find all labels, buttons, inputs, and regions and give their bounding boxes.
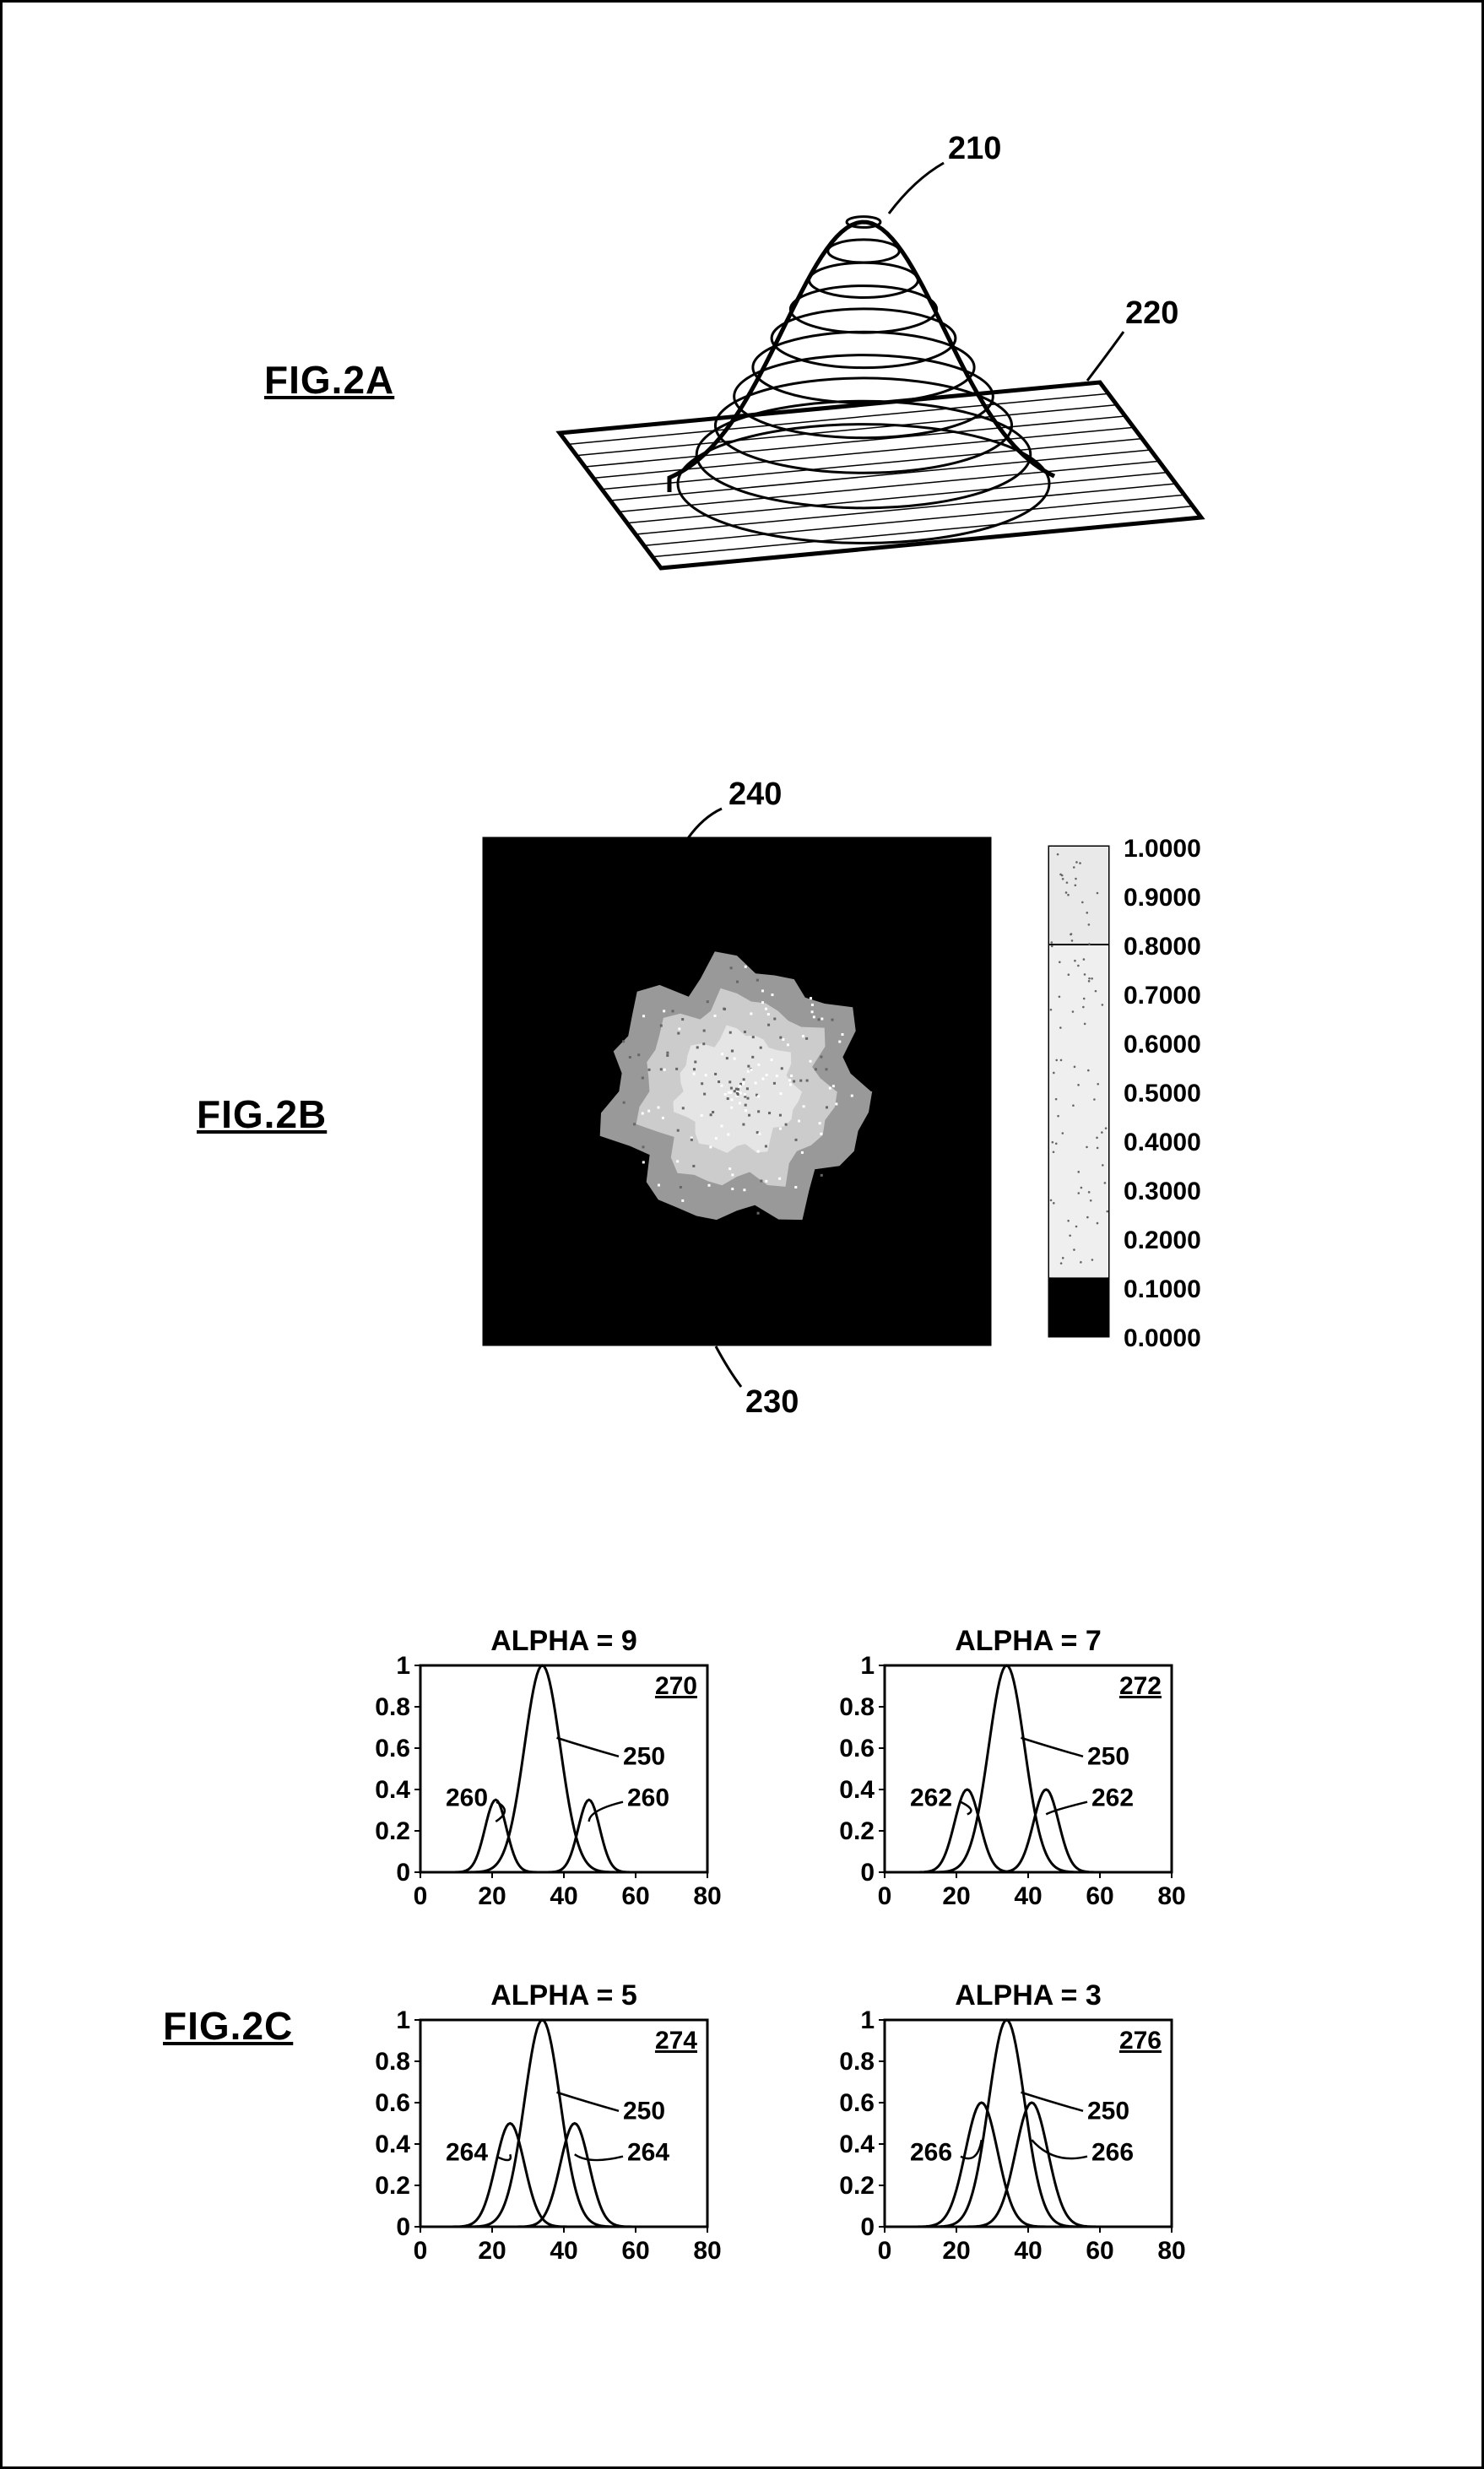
svg-text:80: 80 [693, 2237, 721, 2265]
svg-text:1.0000: 1.0000 [1124, 835, 1201, 863]
fig2c-panel: ALPHA = 5 0 0.2 0.4 0.6 0.8 1 0 20 40 60 80 274 250 26… [375, 1979, 721, 2265]
svg-text:ALPHA = 5: ALPHA = 5 [490, 1979, 637, 2011]
svg-text:0.4000: 0.4000 [1124, 1129, 1201, 1156]
svg-text:0: 0 [414, 2237, 428, 2265]
page-container: FIG.2A 210 220 FIG.2B 240 230 1.0000 0.9000 0… [0, 0, 1484, 2469]
svg-text:272: 272 [1119, 1672, 1162, 1700]
svg-text:0.9000: 0.9000 [1124, 884, 1201, 912]
svg-text:0.4: 0.4 [839, 2131, 875, 2158]
fig2c-svg: ALPHA = 9 0 0.2 0.4 0.6 0.8 1 0 20 40 60 80 270 250 26… [357, 1615, 1311, 2374]
svg-text:0.8000: 0.8000 [1124, 933, 1201, 961]
svg-text:0.8: 0.8 [839, 1693, 875, 1721]
svg-text:0.6: 0.6 [839, 2089, 875, 2117]
svg-text:0: 0 [860, 1859, 875, 1887]
svg-text:276: 276 [1119, 2027, 1162, 2055]
svg-text:0.2: 0.2 [375, 2172, 410, 2200]
svg-text:60: 60 [1086, 1882, 1113, 1910]
svg-text:1: 1 [396, 2006, 410, 2034]
svg-text:ALPHA = 9: ALPHA = 9 [490, 1625, 637, 1657]
svg-text:0: 0 [414, 1882, 428, 1910]
svg-text:80: 80 [1157, 1882, 1185, 1910]
svg-text:80: 80 [693, 1882, 721, 1910]
svg-text:210: 210 [948, 131, 1001, 166]
svg-text:20: 20 [478, 2237, 506, 2265]
svg-text:0.3000: 0.3000 [1124, 1178, 1201, 1205]
svg-text:266: 266 [910, 2139, 952, 2167]
svg-text:260: 260 [627, 1784, 669, 1812]
svg-text:0.2: 0.2 [839, 2172, 875, 2200]
svg-text:ALPHA = 7: ALPHA = 7 [955, 1625, 1102, 1657]
svg-text:40: 40 [1014, 2237, 1042, 2265]
svg-text:274: 274 [655, 2027, 697, 2055]
svg-text:0.6: 0.6 [375, 2089, 410, 2117]
svg-text:240: 240 [728, 777, 782, 812]
svg-text:ALPHA = 3: ALPHA = 3 [955, 1979, 1102, 2011]
svg-text:1: 1 [860, 1652, 875, 1680]
svg-text:0.4: 0.4 [375, 2131, 410, 2158]
svg-text:20: 20 [942, 2237, 970, 2265]
fig2b-label: FIG.2B [197, 1091, 327, 1137]
svg-text:0.2000: 0.2000 [1124, 1226, 1201, 1254]
svg-text:0.6: 0.6 [839, 1735, 875, 1762]
fig2b-svg: 240 230 1.0000 0.9000 0.8000 0.7000 0.6000 0.50… [425, 771, 1311, 1530]
svg-text:220: 220 [1125, 295, 1178, 331]
svg-text:262: 262 [910, 1784, 952, 1812]
svg-text:0.8: 0.8 [839, 2048, 875, 2076]
fig2a-svg: 210 220 [458, 121, 1218, 644]
svg-text:0.7000: 0.7000 [1124, 982, 1201, 1010]
svg-text:266: 266 [1091, 2139, 1134, 2167]
svg-text:230: 230 [745, 1384, 799, 1420]
svg-text:0.1000: 0.1000 [1124, 1275, 1201, 1303]
svg-text:250: 250 [1087, 1743, 1129, 1771]
svg-text:0: 0 [396, 1859, 410, 1887]
svg-text:0: 0 [860, 2213, 875, 2241]
svg-text:250: 250 [623, 2098, 665, 2125]
svg-text:264: 264 [627, 2139, 669, 2167]
svg-text:250: 250 [623, 1743, 665, 1771]
svg-text:40: 40 [550, 1882, 577, 1910]
svg-text:250: 250 [1087, 2098, 1129, 2125]
svg-text:262: 262 [1091, 1784, 1134, 1812]
svg-text:0.8: 0.8 [375, 1693, 410, 1721]
fig2c-label: FIG.2C [163, 2003, 293, 2049]
svg-text:60: 60 [1086, 2237, 1113, 2265]
svg-text:80: 80 [1157, 2237, 1185, 2265]
fig2c-panel: ALPHA = 7 0 0.2 0.4 0.6 0.8 1 0 20 40 60 80 272 250 26… [839, 1625, 1185, 1910]
svg-text:0.5000: 0.5000 [1124, 1080, 1201, 1107]
svg-text:20: 20 [478, 1882, 506, 1910]
svg-text:0.4: 0.4 [839, 1776, 875, 1804]
svg-text:0.6: 0.6 [375, 1735, 410, 1762]
fig2a-label: FIG.2A [264, 357, 394, 403]
svg-text:270: 270 [655, 1672, 697, 1700]
svg-text:60: 60 [621, 1882, 649, 1910]
svg-text:0.4: 0.4 [375, 1776, 410, 1804]
fig2c-panel: ALPHA = 9 0 0.2 0.4 0.6 0.8 1 0 20 40 60 80 270 250 26… [375, 1625, 721, 1910]
svg-text:40: 40 [550, 2237, 577, 2265]
svg-text:0.8: 0.8 [375, 2048, 410, 2076]
svg-text:0.2: 0.2 [375, 1817, 410, 1845]
svg-text:40: 40 [1014, 1882, 1042, 1910]
svg-text:1: 1 [860, 2006, 875, 2034]
svg-text:0: 0 [396, 2213, 410, 2241]
svg-text:0.0000: 0.0000 [1124, 1324, 1201, 1352]
svg-text:264: 264 [446, 2139, 488, 2167]
svg-text:60: 60 [621, 2237, 649, 2265]
svg-text:20: 20 [942, 1882, 970, 1910]
svg-text:0.6000: 0.6000 [1124, 1031, 1201, 1059]
svg-text:0: 0 [878, 1882, 892, 1910]
svg-text:0.2: 0.2 [839, 1817, 875, 1845]
svg-text:0: 0 [878, 2237, 892, 2265]
fig2c-panel: ALPHA = 3 0 0.2 0.4 0.6 0.8 1 0 20 40 60 80 276 250 26… [839, 1979, 1185, 2265]
svg-text:260: 260 [446, 1784, 488, 1812]
svg-text:1: 1 [396, 1652, 410, 1680]
